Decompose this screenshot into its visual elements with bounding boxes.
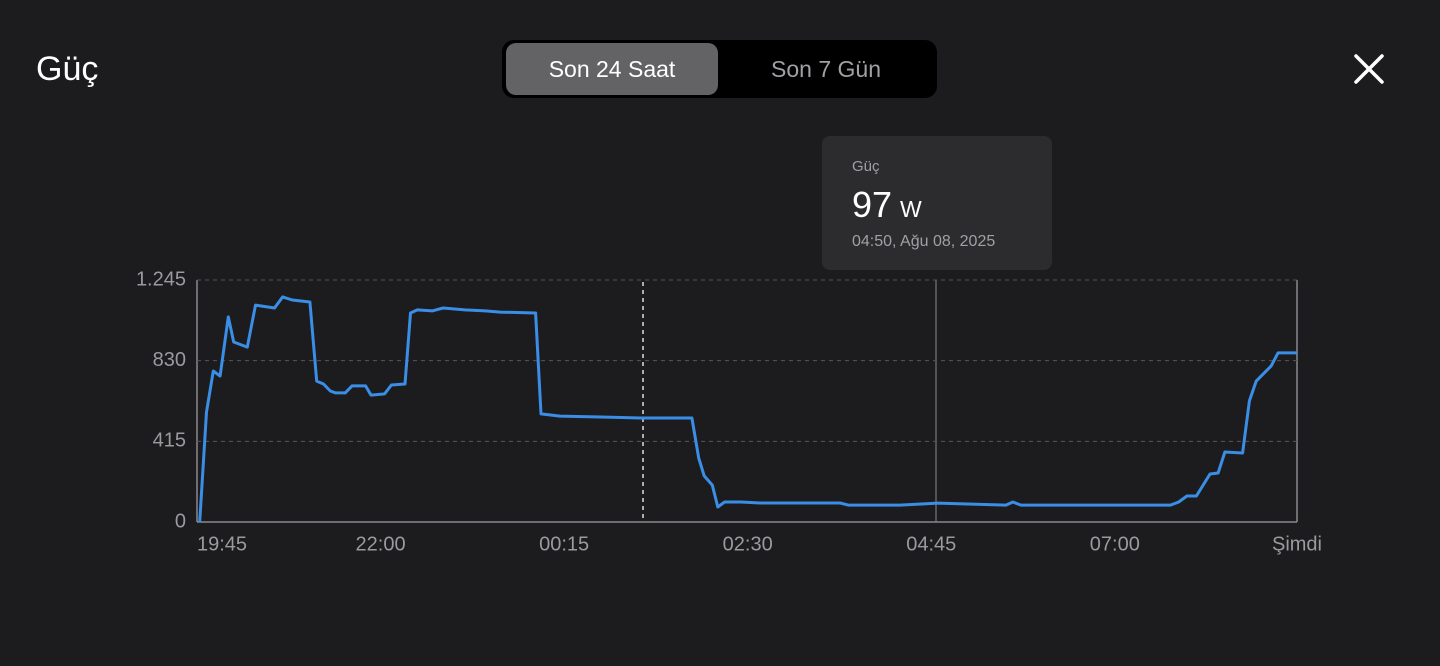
x-tick-label: 04:45 (906, 533, 956, 555)
y-tick-label: 1.245 (136, 268, 186, 290)
segment-selected[interactable]: Son 24 Saat (506, 43, 718, 95)
x-tick-label: 19:45 (197, 533, 247, 555)
tooltip-label: Güç (852, 158, 880, 175)
x-tick-label: 00:15 (539, 533, 589, 555)
segmented-control: Son 24 Saat Son 7 Gün (502, 40, 937, 98)
y-tick-label: 415 (153, 430, 186, 452)
y-tick-label: 830 (153, 349, 186, 371)
power-line (198, 295, 1297, 523)
close-button[interactable] (1352, 52, 1386, 86)
x-tick-label: 02:30 (723, 533, 773, 555)
x-tick-label: Şimdi (1272, 533, 1322, 555)
segment[interactable]: Son 7 Gün (771, 56, 881, 82)
tooltip: Güç 97 W 04:50, Ağu 08, 2025 (822, 136, 1052, 270)
x-tick-label: 07:00 (1090, 533, 1140, 555)
tooltip-date: 04:50, Ağu 08, 2025 (852, 233, 996, 250)
y-tick-label: 0 (175, 510, 186, 532)
tooltip-unit: W (900, 196, 922, 222)
page-title: Güç (36, 50, 99, 88)
tooltip-value: 97 (852, 184, 893, 225)
x-tick-label: 22:00 (356, 533, 406, 555)
